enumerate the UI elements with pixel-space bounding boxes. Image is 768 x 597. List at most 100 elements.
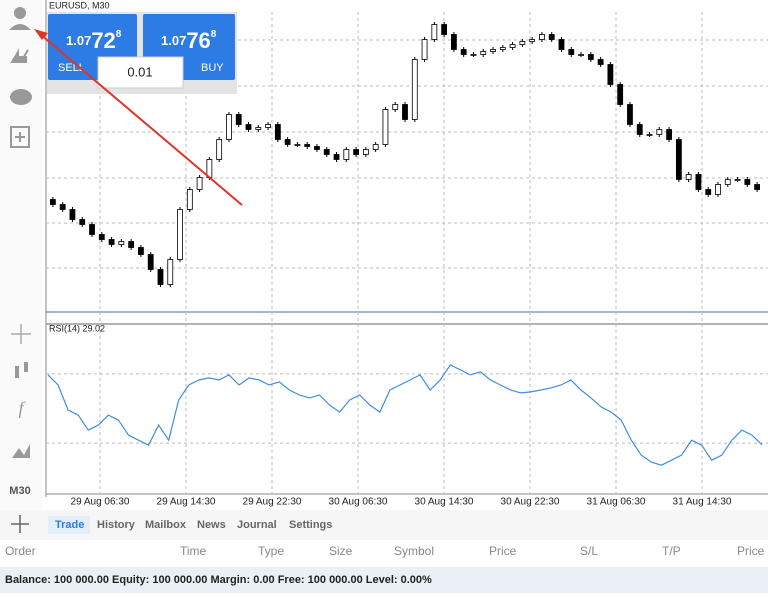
- tab[interactable]: Journal: [237, 519, 277, 531]
- tab-bar: [0, 510, 768, 540]
- candle-body: [382, 109, 389, 145]
- x-tick-label: 29 Aug 14:30: [157, 497, 216, 508]
- buy-label: BUY: [201, 62, 224, 74]
- candle-body: [147, 254, 154, 270]
- trade-icon[interactable]: [10, 48, 29, 63]
- candle-body: [255, 127, 262, 130]
- candle-body: [636, 124, 643, 135]
- candle-body: [480, 51, 487, 55]
- candle-body: [294, 144, 301, 146]
- candle-body: [519, 41, 526, 45]
- candle-body: [627, 104, 633, 125]
- column-header: Time: [180, 544, 207, 558]
- candle-body: [695, 174, 702, 190]
- candle-body: [79, 219, 86, 225]
- chat-icon[interactable]: [10, 89, 32, 105]
- price-prefix: 1.07: [66, 33, 91, 48]
- price-prefix: 1.07: [161, 33, 186, 48]
- candle-body: [314, 146, 320, 150]
- candle-body: [196, 177, 203, 190]
- candle-body: [715, 184, 721, 195]
- columns: Order Time Type Size Symbol Price S/L T/P Price: [5, 544, 765, 558]
- candle-body: [666, 129, 672, 140]
- candle-body: [128, 241, 135, 248]
- candle-body: [343, 149, 350, 160]
- column-header: Order: [5, 544, 36, 558]
- candle-body: [499, 47, 506, 50]
- candle-body: [89, 224, 95, 235]
- price-sup: 8: [211, 29, 217, 40]
- candle-body: [98, 234, 105, 240]
- tab[interactable]: History: [97, 519, 136, 531]
- add-button[interactable]: [11, 515, 29, 533]
- candle-body: [284, 139, 291, 145]
- crosshair-icon[interactable]: [11, 324, 31, 344]
- column-header: T/P: [662, 544, 681, 558]
- candle-body: [59, 204, 66, 210]
- sidebar-icons: f: [9, 7, 32, 458]
- candle-body: [138, 247, 144, 255]
- candle-body: [69, 209, 76, 220]
- account-icon-body: [9, 24, 31, 30]
- rsi-line: [47, 364, 763, 466]
- candle-body: [108, 239, 115, 245]
- tab[interactable]: Settings: [289, 519, 332, 531]
- buy-price: 1.07768: [161, 28, 217, 53]
- candle-body: [675, 139, 682, 180]
- volume: 0.01: [127, 64, 152, 79]
- candle-body: [421, 39, 428, 60]
- candle-icon: [24, 362, 28, 372]
- candle-body: [568, 49, 575, 55]
- price-sup: 8: [116, 29, 122, 40]
- active-tab: [48, 516, 90, 534]
- candle-body: [724, 179, 731, 185]
- sell-label: SELL: [58, 62, 85, 74]
- candle-body: [362, 149, 369, 155]
- candle-body: [490, 49, 496, 52]
- candle-body: [685, 174, 692, 180]
- price-big: 72: [91, 28, 115, 53]
- volume-input[interactable]: [97, 56, 184, 89]
- new-order-icon[interactable]: [10, 126, 30, 148]
- function-icon[interactable]: f: [18, 398, 26, 418]
- candle-body: [353, 149, 359, 155]
- candle-body: [539, 34, 545, 40]
- objects-icon[interactable]: [12, 444, 30, 458]
- timeframe[interactable]: M30: [9, 485, 30, 497]
- candle-body: [323, 149, 330, 155]
- candle-body: [216, 139, 223, 160]
- candle-body: [656, 129, 663, 135]
- annotation-arrow: [39, 33, 243, 206]
- account-icon[interactable]: [14, 7, 26, 19]
- tab[interactable]: News: [197, 519, 226, 531]
- candle-body: [441, 24, 448, 35]
- candle-body: [705, 189, 712, 195]
- x-tick-label: 31 Aug 06:30: [587, 497, 646, 508]
- plot: 29 Aug 06:30 29 Aug 14:30 29 Aug 22:30 30 A…: [46, 12, 768, 508]
- column-header: Price: [737, 544, 765, 558]
- candle-body: [49, 199, 56, 205]
- x-tick-label: 31 Aug 14:30: [673, 497, 732, 508]
- candle-body: [460, 49, 467, 55]
- candle-icon[interactable]: [15, 366, 19, 378]
- candle-body: [470, 54, 477, 56]
- candle-body: [226, 114, 232, 140]
- candle-body: [558, 39, 565, 50]
- candle-body: [411, 59, 418, 120]
- tab[interactable]: Mailbox: [145, 519, 187, 531]
- tab[interactable]: Trade: [55, 519, 84, 531]
- candle-body: [274, 124, 281, 140]
- candle-body: [372, 144, 379, 150]
- candle-body: [646, 134, 653, 136]
- candle-body: [235, 114, 242, 125]
- x-tick-label: 30 Aug 22:30: [501, 497, 560, 508]
- candle-body: [157, 269, 164, 285]
- tabs: Trade History Mailbox News Journal Settings: [55, 519, 332, 531]
- column-header: Symbol: [394, 544, 434, 558]
- x-tick-label: 29 Aug 06:30: [71, 497, 130, 508]
- x-tick-label: 29 Aug 22:30: [243, 497, 302, 508]
- column-header: Type: [258, 544, 284, 558]
- candle-body: [587, 54, 594, 60]
- candle-body: [118, 241, 125, 245]
